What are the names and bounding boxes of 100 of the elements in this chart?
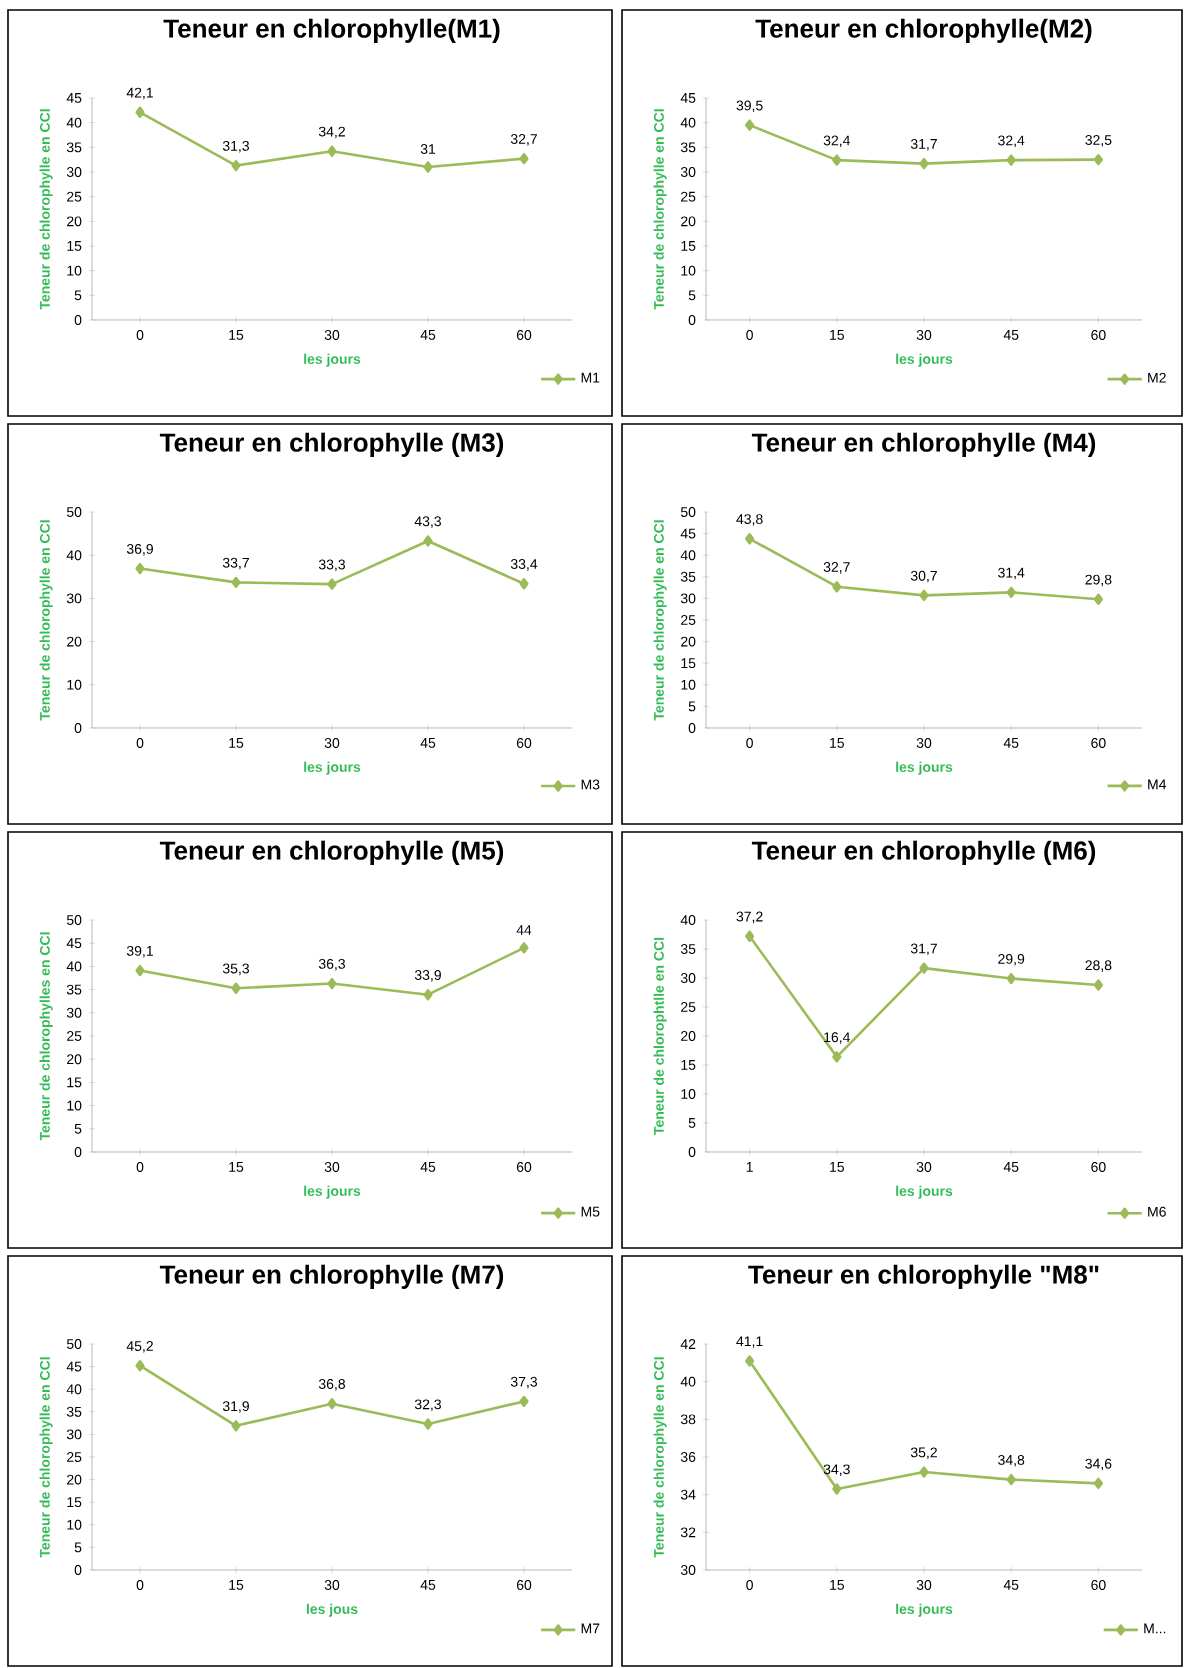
point [1006, 1473, 1016, 1486]
y-axis-title: Teneur de chlorophylles en CCI [39, 932, 53, 1141]
x-tick-label: 15 [830, 1580, 844, 1590]
point [919, 1466, 929, 1478]
data-label: 31,4 [998, 567, 1025, 580]
y-axis-title: Teneur de chlorophylle en CCI [39, 109, 53, 310]
y-tick-label: 35 [680, 571, 696, 582]
data-label: 31,9 [222, 1401, 249, 1413]
data-label: 36,9 [126, 543, 153, 556]
x-tick-label: 30 [916, 738, 932, 748]
x-tick-label: 15 [229, 330, 244, 340]
data-label: 34,8 [998, 1454, 1025, 1467]
x-tick-label: 15 [229, 1580, 244, 1590]
x-axis-title: les jours [304, 761, 361, 775]
y-tick-label: 20 [67, 216, 82, 227]
y-tick-label: 50 [66, 915, 82, 925]
x-tick-label: 0 [136, 1580, 144, 1590]
point [1093, 979, 1103, 991]
x-tick-label: 30 [916, 1580, 932, 1590]
point [919, 962, 929, 974]
point [519, 152, 529, 165]
x-axis-title: les jours [896, 1603, 953, 1617]
x-axis-title: les jours [896, 353, 953, 367]
point [832, 581, 842, 593]
y-tick-label: 30 [66, 1007, 82, 1018]
point [1093, 593, 1103, 605]
point [745, 930, 755, 942]
y-tick-label: 30 [680, 973, 696, 983]
legend-label: M6 [1148, 1206, 1166, 1217]
point [1006, 972, 1016, 985]
y-tick-label: 0 [688, 1147, 696, 1157]
data-label: 44 [516, 925, 532, 935]
point [231, 982, 241, 994]
y-tick-label: 0 [688, 315, 696, 325]
x-tick-label: 30 [324, 330, 340, 340]
x-tick-label: 0 [746, 330, 753, 340]
point [327, 977, 337, 990]
data-label: 32,5 [1085, 135, 1112, 147]
y-tick-label: 42 [680, 1339, 696, 1349]
y-tick-label: 15 [681, 241, 696, 251]
data-label: 42,1 [126, 87, 153, 100]
y-tick-label: 25 [681, 191, 696, 202]
point [423, 161, 433, 173]
y-tick-label: 0 [74, 315, 82, 325]
chart-title: Teneur en chlorophylle (M3) [159, 432, 504, 457]
x-tick-label: 60 [516, 738, 532, 748]
y-tick-label: 35 [66, 1406, 82, 1417]
y-tick-label: 25 [67, 191, 82, 202]
legend-label: M4 [1148, 779, 1167, 790]
point [832, 1483, 842, 1495]
y-tick-label: 25 [67, 1452, 82, 1462]
y-tick-label: 20 [67, 1054, 82, 1065]
x-tick-label: 45 [420, 1580, 436, 1590]
y-tick-label: 40 [680, 1376, 696, 1387]
data-label: 33,4 [510, 559, 538, 571]
data-label: 43,8 [736, 514, 763, 526]
x-tick-label: 0 [746, 738, 753, 748]
chart-title: Teneur en chlorophylle (M4) [751, 432, 1096, 457]
data-label: 31,7 [910, 943, 937, 956]
y-tick-label: 15 [67, 1497, 82, 1508]
point [135, 964, 145, 977]
y-tick-label: 45 [66, 938, 82, 949]
y-tick-label: 20 [681, 636, 696, 647]
data-label: 33,3 [318, 559, 345, 572]
y-tick-label: 32 [680, 1527, 696, 1538]
point [327, 578, 337, 590]
y-tick-label: 35 [680, 944, 696, 954]
y-tick-label: 40 [66, 1384, 82, 1395]
y-tick-label: 0 [74, 723, 82, 733]
x-tick-label: 60 [516, 1580, 532, 1590]
x-tick-label: 15 [830, 738, 844, 748]
y-tick-label: 25 [681, 615, 696, 625]
y-tick-label: 25 [67, 1031, 82, 1041]
y-tick-label: 10 [681, 265, 696, 276]
y-tick-label: 5 [74, 290, 82, 301]
data-label: 29,8 [1085, 574, 1112, 587]
legend-label: M... [1144, 1623, 1166, 1634]
point [231, 1420, 241, 1432]
data-label: 34,3 [823, 1464, 850, 1476]
chart-title: Teneur en chlorophylle(M1) [163, 18, 500, 43]
point [423, 989, 433, 1001]
x-tick-label: 15 [830, 1162, 844, 1172]
data-label: 36,8 [318, 1379, 346, 1391]
y-tick-label: 40 [680, 915, 696, 925]
y-tick-label: 15 [681, 1060, 696, 1070]
legend-label: M3 [581, 779, 600, 790]
point [135, 106, 145, 118]
y-axis-title: Teneur de chlorophylle en CCI [39, 520, 53, 721]
x-tick-label: 60 [516, 330, 532, 340]
y-tick-label: 40 [680, 550, 696, 561]
y-tick-label: 10 [681, 1089, 696, 1099]
x-tick-label: 45 [1003, 738, 1019, 748]
y-tick-label: 5 [74, 1123, 82, 1134]
y-tick-label: 10 [67, 1519, 82, 1530]
legend-label: M1 [581, 372, 600, 383]
point [832, 1051, 842, 1063]
point [423, 1418, 433, 1430]
data-label: 39,1 [126, 945, 153, 958]
data-label: 28,8 [1085, 960, 1112, 972]
x-tick-label: 45 [420, 1162, 436, 1172]
